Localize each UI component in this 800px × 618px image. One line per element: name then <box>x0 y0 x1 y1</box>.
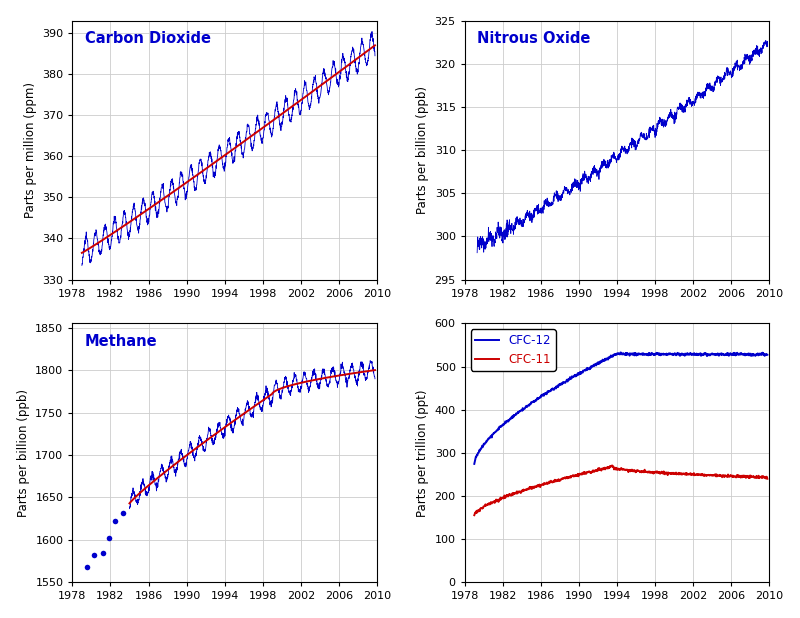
CFC-11 <box>470 512 479 519</box>
Y-axis label: Parts per billion (ppb): Parts per billion (ppb) <box>416 86 429 214</box>
CFC-11 <box>546 479 555 486</box>
CFC-11 <box>549 478 558 486</box>
CFC-11 <box>758 473 768 481</box>
Y-axis label: Parts per trillion (ppt): Parts per trillion (ppt) <box>416 389 429 517</box>
Text: Carbon Dioxide: Carbon Dioxide <box>85 31 210 46</box>
CFC-11 <box>751 474 761 481</box>
Text: Nitrous Oxide: Nitrous Oxide <box>477 31 590 46</box>
CFC-12 <box>614 349 623 357</box>
CFC-12 <box>751 351 761 358</box>
CFC-11 <box>614 465 623 472</box>
CFC-12 <box>616 349 626 356</box>
CFC-12 <box>546 387 555 394</box>
Text: Methane: Methane <box>85 334 157 349</box>
CFC-12 <box>665 350 674 358</box>
CFC-12 <box>549 386 558 394</box>
CFC-12 <box>470 460 479 468</box>
CFC-11 <box>665 470 674 477</box>
CFC-11 <box>762 475 772 483</box>
Y-axis label: Parts per billion (ppb): Parts per billion (ppb) <box>17 389 30 517</box>
Y-axis label: Parts per million (ppm): Parts per million (ppm) <box>24 82 37 218</box>
CFC-11 <box>607 462 617 469</box>
Legend: CFC-12, CFC-11: CFC-12, CFC-11 <box>470 329 556 371</box>
CFC-12 <box>762 351 772 358</box>
Line: CFC-12: CFC-12 <box>474 352 767 464</box>
Line: CFC-11: CFC-11 <box>474 465 767 515</box>
CFC-12 <box>758 350 768 357</box>
